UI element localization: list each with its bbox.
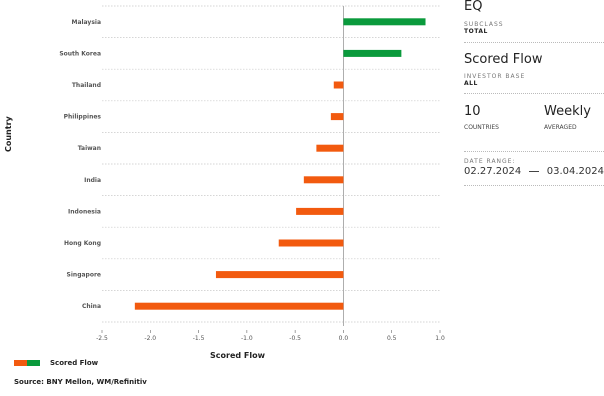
investor-base-value: ALL xyxy=(464,80,478,87)
legend-swatch-negative xyxy=(14,360,27,366)
date-start: 02.27.2024 xyxy=(464,166,522,177)
countries-count: 10 xyxy=(464,104,481,119)
countries-label: COUNTRIES xyxy=(464,124,499,131)
bar-chart: Malaysia South Korea Thailand Philippines Ta… xyxy=(59,5,445,342)
category-label: Thailand xyxy=(72,82,101,89)
bar-indonesia xyxy=(296,207,344,215)
date-dash xyxy=(529,171,539,172)
category-label: Indonesia xyxy=(68,208,101,215)
bar-china xyxy=(134,302,344,310)
category-label: South Korea xyxy=(59,50,101,57)
y-axis-label: Country xyxy=(4,116,13,152)
bar-singapore xyxy=(215,271,344,279)
bar-malaysia xyxy=(343,18,426,26)
bar-hong-kong xyxy=(278,239,344,247)
x-tick-label: -1.5 xyxy=(193,335,205,342)
date-range: 02.27.2024 03.04.2024 xyxy=(464,166,604,177)
legend-swatch-positive xyxy=(27,360,40,366)
divider xyxy=(464,185,604,186)
subclass-value: TOTAL xyxy=(464,28,488,35)
bar-philippines xyxy=(330,113,344,121)
bar-thailand xyxy=(333,81,344,89)
x-tick-label: -2.5 xyxy=(96,335,108,342)
x-tick-label: -2.0 xyxy=(144,335,156,342)
category-label: Malaysia xyxy=(71,19,101,26)
frequency-value: Weekly xyxy=(544,104,591,119)
category-label: Taiwan xyxy=(78,145,101,152)
category-label: Hong Kong xyxy=(64,240,101,247)
subclass-label: SUBCLASS xyxy=(464,21,504,28)
legend-label: Scored Flow xyxy=(50,359,99,367)
bar-south-korea xyxy=(343,49,402,57)
legend-swatch xyxy=(14,360,40,366)
bar-india xyxy=(303,176,344,184)
investor-base-label: INVESTOR BASE xyxy=(464,73,526,80)
divider xyxy=(464,42,604,43)
x-tick-label: 1.0 xyxy=(435,335,445,342)
date-range-label: DATE RANGE: xyxy=(464,158,516,165)
source-note: Source: BNY Mellon, WM/Refinitiv xyxy=(14,378,147,386)
legend: Scored Flow xyxy=(14,359,98,367)
category-label: China xyxy=(82,303,101,310)
x-tick-label: 0.0 xyxy=(339,335,349,342)
bar-taiwan xyxy=(316,144,344,152)
frequency-label: AVERAGED xyxy=(544,124,577,131)
category-label: Philippines xyxy=(64,114,102,121)
asset-class: EQ xyxy=(464,0,483,14)
category-label: Singapore xyxy=(67,272,101,279)
x-tick-label: 0.5 xyxy=(387,335,397,342)
x-tick-label: -0.5 xyxy=(289,335,301,342)
metric-title: Scored Flow xyxy=(464,52,543,67)
divider xyxy=(464,151,604,152)
x-axis-label: Scored Flow xyxy=(210,351,265,360)
x-tick-label: -1.0 xyxy=(241,335,253,342)
category-label: India xyxy=(84,177,101,184)
date-end: 03.04.2024 xyxy=(546,166,604,177)
divider xyxy=(464,93,604,94)
